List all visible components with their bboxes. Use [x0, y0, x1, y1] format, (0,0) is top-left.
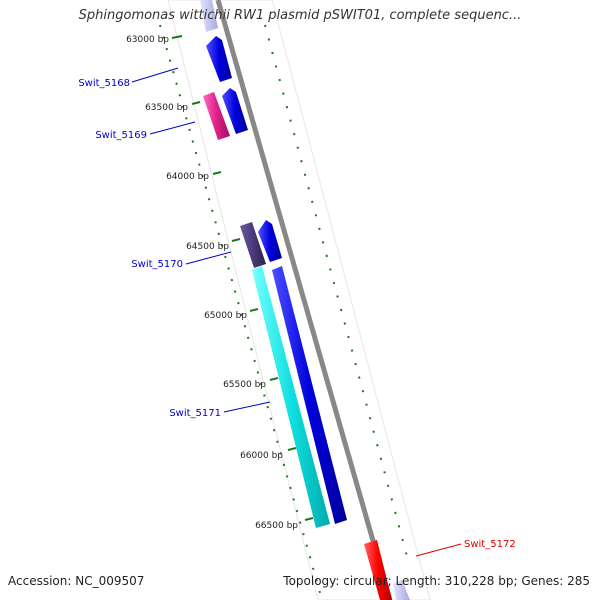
- tick-label: 64000 bp: [166, 172, 209, 182]
- gene-label-swit-5168[interactable]: Swit_5168: [78, 78, 130, 89]
- genome-summary-text: Topology: circular; Length: 310,228 bp; …: [283, 574, 590, 588]
- leader-line-swit-5170: [185, 251, 232, 265]
- gene-feature-swit-5170[interactable]: [240, 222, 266, 268]
- ruler-ticks: 63000 bp 63500 bp 64000 bp 64500 bp 6500…: [126, 35, 314, 531]
- leader-line-swit-5168: [131, 67, 179, 83]
- tick-label: 66500 bp: [255, 521, 298, 531]
- tick-label: 63500 bp: [145, 103, 188, 113]
- gene-labels: Swit_5168 Swit_5169 Swit_5170 Swit_5171 …: [78, 67, 516, 557]
- track-band: [167, 0, 431, 600]
- tick-label: 64500 bp: [186, 242, 229, 252]
- leader-line-swit-5169: [149, 121, 196, 135]
- gene-feature-partial-top[interactable]: [200, 0, 218, 32]
- gene-feature-swit-5169[interactable]: [203, 92, 230, 140]
- tick-mark: [287, 447, 297, 451]
- gene-label-swit-5172[interactable]: Swit_5172: [464, 539, 516, 550]
- accession-text: Accession: NC_009507: [8, 574, 145, 588]
- tick-label: 65000 bp: [204, 311, 247, 321]
- tick-mark: [171, 35, 183, 39]
- tick-mark: [231, 238, 241, 242]
- gene-label-swit-5171[interactable]: Swit_5171: [169, 408, 221, 419]
- tick-mark: [191, 101, 201, 105]
- gene-feature-blue-arrow-2[interactable]: [258, 220, 282, 262]
- gene-feature-blue-long[interactable]: [272, 266, 347, 524]
- gene-label-swit-5169[interactable]: Swit_5169: [95, 130, 147, 141]
- gene-feature-swit-5171[interactable]: [252, 266, 330, 528]
- tick-mark: [269, 377, 279, 381]
- map-title: Sphingomonas wittichii RW1 plasmid pSWIT…: [78, 8, 522, 23]
- gene-feature-partial-bottom[interactable]: [393, 580, 410, 600]
- tick-mark: [249, 308, 259, 312]
- gene-feature-swit-5168[interactable]: [206, 36, 232, 82]
- tick-mark: [304, 517, 314, 521]
- gene-feature-swit-5172[interactable]: [364, 540, 392, 600]
- tick-label: 66000 bp: [240, 451, 283, 461]
- leader-line-swit-5172: [415, 543, 462, 557]
- tick-label: 65500 bp: [223, 380, 266, 390]
- tick-label: 63000 bp: [126, 35, 169, 45]
- gene-label-swit-5170[interactable]: Swit_5170: [131, 259, 183, 270]
- sequence-backbone: [215, 0, 393, 600]
- tick-mark: [212, 171, 222, 175]
- gene-feature-blue-arrow-1[interactable]: [222, 88, 248, 134]
- leader-line-swit-5171: [223, 401, 271, 413]
